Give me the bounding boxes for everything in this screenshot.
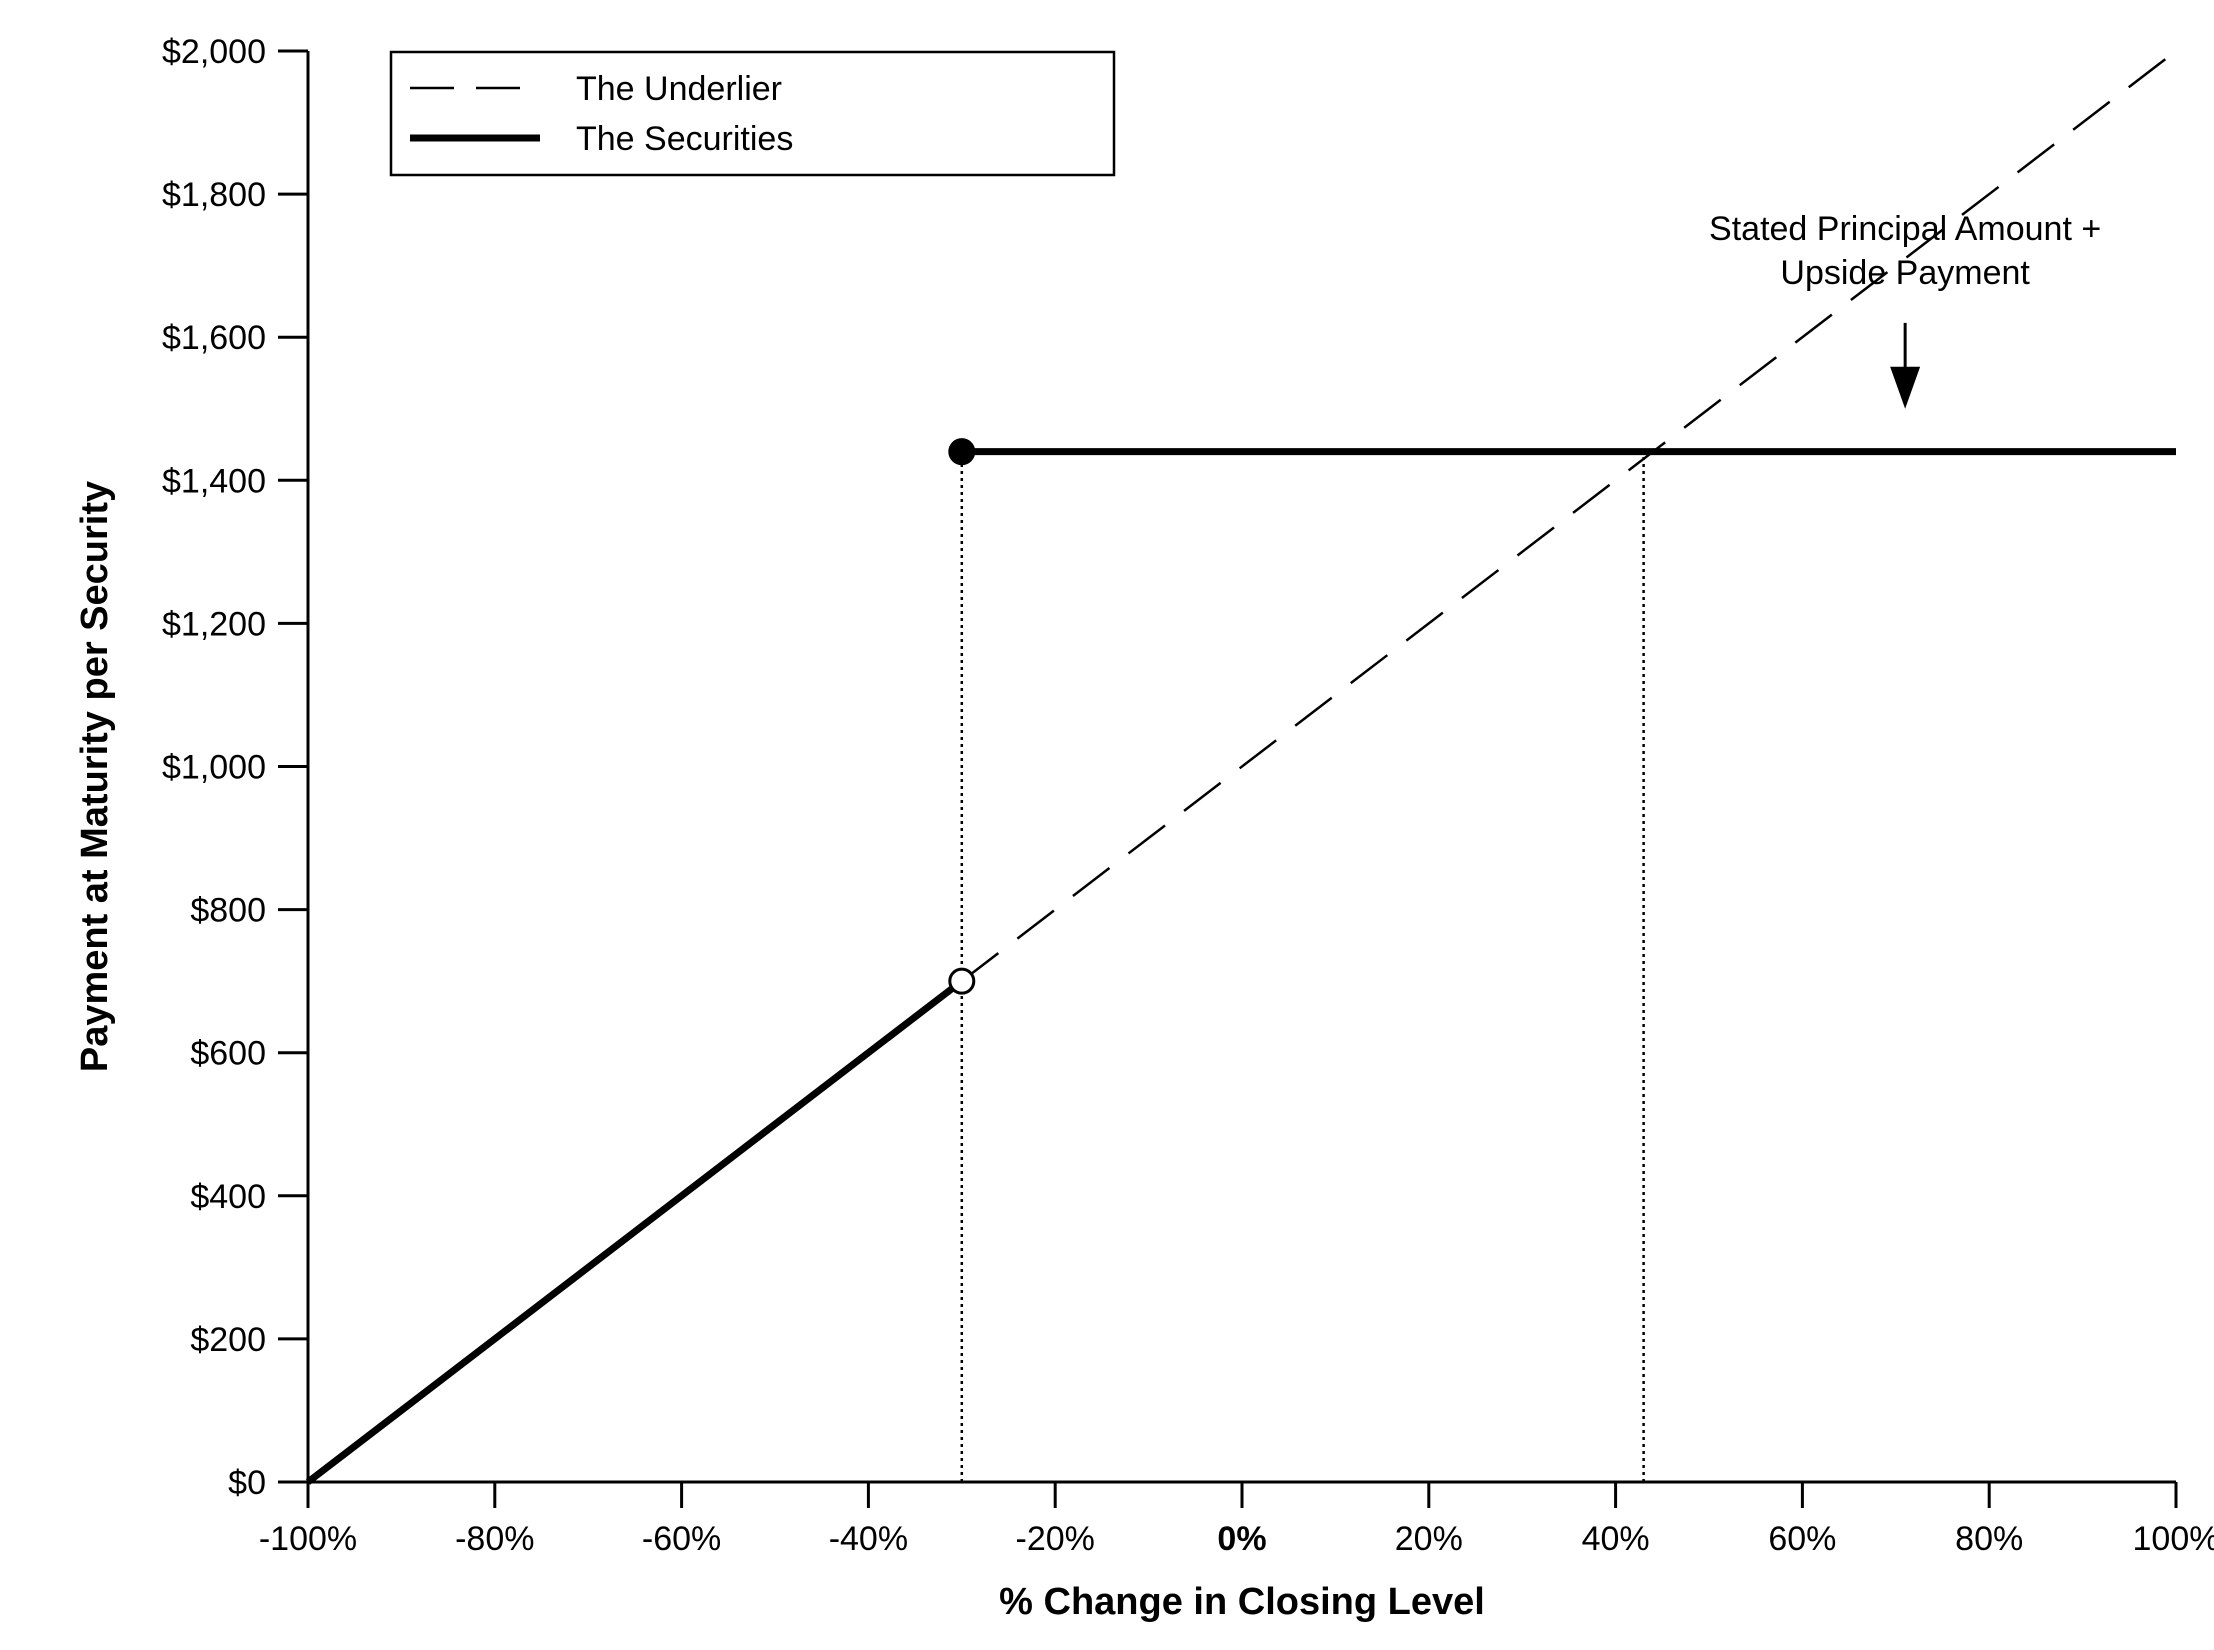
x-tick-label: 80% — [1955, 1520, 2023, 1558]
legend-box — [389, 50, 1116, 177]
x-tick-label: -100% — [259, 1520, 357, 1558]
x-tick-label: 40% — [1582, 1520, 1650, 1558]
y-tick-label: $600 — [190, 1035, 266, 1073]
filled-marker — [948, 438, 976, 466]
y-tick-label: $1,400 — [162, 462, 266, 500]
y-tick-label: $400 — [190, 1178, 266, 1216]
y-tick-label: $0 — [228, 1464, 266, 1502]
annotation-arrow-head — [1890, 366, 1921, 409]
annotation-line-2: Upside Payment — [1780, 254, 2030, 292]
y-tick-label: $2,000 — [162, 33, 266, 71]
y-tick-label: $1,800 — [162, 176, 266, 214]
x-tick-label: -20% — [1016, 1520, 1095, 1558]
legend: The Underlier The Securities — [389, 50, 1116, 177]
x-tick-label: -60% — [642, 1520, 721, 1558]
x-tick-label: 20% — [1395, 1520, 1463, 1558]
y-tick-label: $200 — [190, 1321, 266, 1359]
x-tick-label: -80% — [455, 1520, 534, 1558]
x-tick-label: 100% — [2133, 1520, 2214, 1558]
securities-series-segment — [305, 978, 964, 1485]
y-axis-title: Payment at Maturity per Security — [74, 481, 116, 1072]
y-tick-label: $800 — [190, 892, 266, 930]
y-tick-label: $1,000 — [162, 749, 266, 787]
y-tick-label: $1,600 — [162, 319, 266, 357]
x-tick-label: 0% — [1217, 1520, 1266, 1558]
annotation-line-1: Stated Principal Amount + — [1709, 210, 2101, 248]
legend-label-underlier: The Underlier — [576, 70, 782, 108]
x-tick-label: 60% — [1768, 1520, 1836, 1558]
x-axis-title: % Change in Closing Level — [999, 1581, 1485, 1623]
y-tick-label: $1,200 — [162, 605, 266, 643]
open-marker — [948, 967, 976, 995]
x-tick-label: -40% — [829, 1520, 908, 1558]
underlier-series-line — [961, 50, 2177, 983]
legend-label-securities: The Securities — [576, 120, 793, 158]
